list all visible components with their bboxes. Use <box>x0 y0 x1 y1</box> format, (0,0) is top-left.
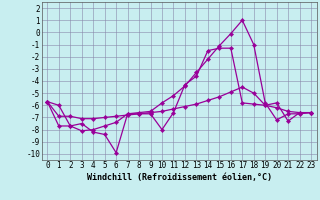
X-axis label: Windchill (Refroidissement éolien,°C): Windchill (Refroidissement éolien,°C) <box>87 173 272 182</box>
